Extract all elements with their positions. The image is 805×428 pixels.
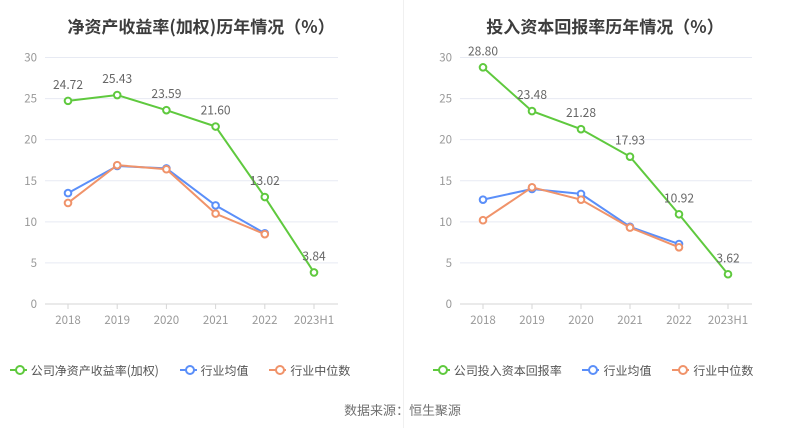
svg-text:2020: 2020 [568, 312, 594, 328]
svg-text:21.60: 21.60 [201, 102, 231, 119]
svg-text:13.02: 13.02 [250, 172, 280, 189]
svg-text:24.72: 24.72 [53, 76, 83, 93]
svg-text:10: 10 [24, 214, 37, 230]
svg-text:15: 15 [24, 173, 37, 189]
svg-text:2018: 2018 [470, 312, 496, 328]
svg-text:2023H1: 2023H1 [708, 312, 748, 328]
svg-text:2019: 2019 [104, 312, 130, 328]
svg-text:25: 25 [439, 91, 452, 107]
svg-text:0: 0 [31, 296, 37, 312]
svg-text:5: 5 [446, 255, 452, 271]
svg-text:2021: 2021 [617, 312, 643, 328]
svg-text:20: 20 [24, 132, 37, 148]
svg-text:23.59: 23.59 [151, 85, 181, 102]
svg-text:3.62: 3.62 [716, 249, 740, 266]
svg-text:15: 15 [439, 173, 452, 189]
svg-text:30: 30 [24, 50, 37, 66]
svg-text:0: 0 [446, 296, 452, 312]
svg-text:2020: 2020 [154, 312, 180, 328]
svg-text:17.93: 17.93 [615, 132, 645, 149]
svg-text:23.48: 23.48 [517, 86, 547, 103]
svg-text:2019: 2019 [519, 312, 545, 328]
svg-text:2021: 2021 [203, 312, 229, 328]
svg-text:2023H1: 2023H1 [294, 312, 334, 328]
svg-text:20: 20 [439, 132, 452, 148]
svg-text:2022: 2022 [252, 312, 278, 328]
svg-text:3.84: 3.84 [302, 247, 326, 264]
svg-text:10: 10 [439, 214, 452, 230]
svg-text:28.80: 28.80 [468, 42, 498, 59]
svg-text:21.28: 21.28 [566, 104, 596, 121]
svg-text:2018: 2018 [55, 312, 81, 328]
svg-text:30: 30 [439, 50, 452, 66]
svg-text:5: 5 [31, 255, 37, 271]
svg-text:25: 25 [24, 91, 37, 107]
svg-text:10.92: 10.92 [664, 189, 694, 206]
svg-text:2022: 2022 [666, 312, 692, 328]
svg-text:25.43: 25.43 [102, 70, 132, 87]
